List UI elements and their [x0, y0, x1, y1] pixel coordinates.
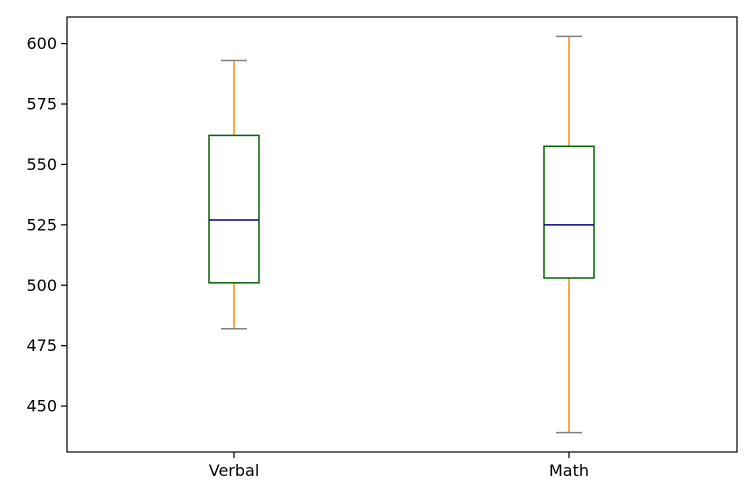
iqr-box	[208, 134, 260, 284]
x-tick-label: Verbal	[209, 461, 260, 480]
box-group-verbal	[208, 59, 260, 330]
y-tick-label: 550	[26, 155, 57, 174]
box-group-math	[543, 35, 595, 434]
y-tick-label: 575	[26, 95, 57, 114]
x-axis: Verbal Math	[209, 452, 589, 480]
plot-frame	[66, 16, 738, 453]
boxes-layer	[208, 35, 595, 434]
y-axis: 450 475 500 525 550 575 600	[26, 34, 67, 416]
y-tick-label: 525	[26, 215, 57, 234]
y-tick-label: 475	[26, 336, 57, 355]
y-tick-label: 600	[26, 34, 57, 53]
iqr-box	[543, 145, 595, 279]
y-tick-label: 450	[26, 397, 57, 416]
x-tick-label: Math	[549, 461, 589, 480]
y-tick-label: 500	[26, 276, 57, 295]
